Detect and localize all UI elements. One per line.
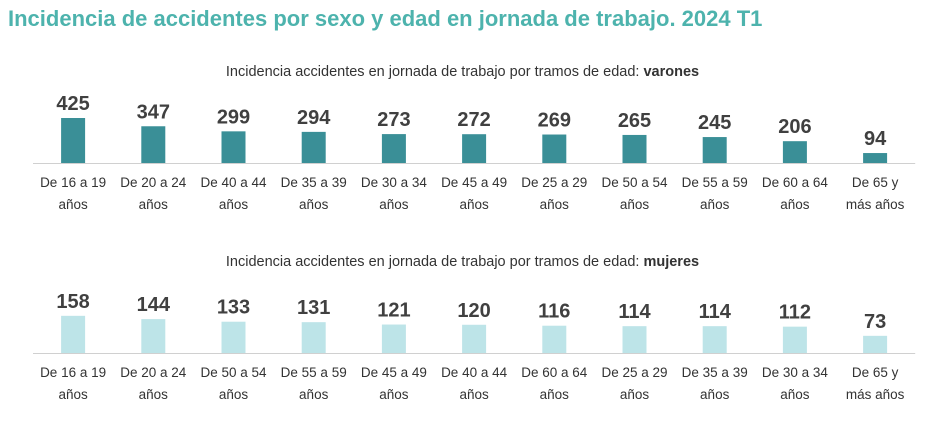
category-label-men-3-line1: años <box>299 197 329 212</box>
category-label-women-0-line1: años <box>58 387 88 402</box>
data-label-men-1: 347 <box>137 101 170 123</box>
category-label-men-9-line1: años <box>780 197 810 212</box>
bar-women-4 <box>381 324 406 353</box>
data-label-women-1: 144 <box>137 294 171 316</box>
data-label-women-4: 121 <box>377 300 410 322</box>
chart-title-women-bold: mujeres <box>643 254 700 270</box>
bar-women-1 <box>141 319 166 353</box>
category-label-men-8-line1: años <box>700 197 730 212</box>
bar-chart-men: 425 De 16 a 19 años 347 De 20 a 24 años 299 De … <box>33 93 916 212</box>
category-label-women-3-line0: De 55 a 59 <box>281 365 347 380</box>
category-label-men-1-line0: De 20 a 24 <box>120 175 187 190</box>
category-label-men-0-line1: años <box>58 197 88 212</box>
category-label-women-10-line0: De 65 y <box>852 365 899 380</box>
bar-men-4 <box>381 134 406 163</box>
data-label-men-6: 269 <box>538 110 571 132</box>
category-label-women-8-line0: De 35 a 39 <box>682 365 748 380</box>
category-label-men-0-line0: De 16 a 19 <box>40 175 106 190</box>
bar-chart-women: 158 De 16 a 19 años 144 De 20 a 24 años 133 De … <box>33 291 916 402</box>
data-label-men-2: 299 <box>217 106 250 128</box>
category-label-men-7-line1: años <box>620 197 650 212</box>
data-label-men-9: 206 <box>778 116 811 138</box>
category-label-men-9-line0: De 60 a 64 <box>762 175 829 190</box>
category-label-women-7-line0: De 25 a 29 <box>601 365 667 380</box>
data-label-men-4: 273 <box>377 109 410 131</box>
bar-men-5 <box>462 134 487 163</box>
data-label-women-7: 114 <box>618 301 651 323</box>
bar-women-7 <box>622 326 647 353</box>
bar-men-6 <box>542 134 567 163</box>
bar-women-0 <box>61 315 86 353</box>
category-label-women-1-line1: años <box>139 387 169 402</box>
category-label-women-4-line1: años <box>379 387 409 402</box>
page-title: Incidencia de accidentes por sexo y edad… <box>8 6 763 31</box>
bar-men-10 <box>863 153 888 163</box>
chart-title-men-prefix: Incidencia accidentes en jornada de trab… <box>225 64 644 80</box>
category-label-men-3-line0: De 35 a 39 <box>281 175 347 190</box>
data-label-women-2: 133 <box>217 297 250 319</box>
bar-women-9 <box>782 326 807 353</box>
data-label-women-0: 158 <box>56 291 89 313</box>
data-label-men-7: 265 <box>618 110 651 132</box>
bar-women-6 <box>542 325 567 353</box>
data-label-women-10: 73 <box>864 311 886 333</box>
category-label-men-1-line1: años <box>139 197 169 212</box>
category-label-women-4-line0: De 45 a 49 <box>361 365 427 380</box>
category-label-men-5-line0: De 45 a 49 <box>441 175 507 190</box>
category-label-women-0-line0: De 16 a 19 <box>40 365 106 380</box>
category-label-men-10-line1: más años <box>846 197 905 212</box>
bar-men-7 <box>622 134 647 163</box>
category-label-women-10-line1: más años <box>846 387 905 402</box>
category-label-men-4-line1: años <box>379 197 409 212</box>
category-label-women-5-line0: De 40 a 44 <box>441 365 508 380</box>
data-label-women-5: 120 <box>457 300 490 322</box>
data-label-men-5: 272 <box>457 109 490 131</box>
category-label-men-6-line1: años <box>540 197 570 212</box>
data-label-women-6: 116 <box>538 301 570 323</box>
category-label-women-9-line0: De 30 a 34 <box>762 365 829 380</box>
chart-title-men: Incidencia accidentes en jornada de trab… <box>0 64 925 80</box>
bar-men-9 <box>782 141 807 163</box>
category-label-men-4-line0: De 30 a 34 <box>361 175 428 190</box>
category-label-women-8-line1: años <box>700 387 730 402</box>
data-label-men-3: 294 <box>297 107 331 129</box>
bar-men-0 <box>61 118 86 163</box>
bar-women-2 <box>221 321 246 353</box>
bar-women-3 <box>301 322 326 353</box>
data-label-women-9: 112 <box>779 302 811 324</box>
data-label-men-0: 425 <box>56 93 89 115</box>
bar-women-10 <box>863 335 888 353</box>
chart-panel-men: Incidencia accidentes en jornada de trab… <box>0 58 925 228</box>
category-label-men-10-line0: De 65 y <box>852 175 899 190</box>
data-label-women-8: 114 <box>699 301 732 323</box>
category-label-women-6-line1: años <box>540 387 570 402</box>
category-label-women-2-line1: años <box>219 387 249 402</box>
category-label-men-7-line0: De 50 a 54 <box>601 175 668 190</box>
category-label-men-2-line0: De 40 a 44 <box>200 175 267 190</box>
category-label-men-2-line1: años <box>219 197 249 212</box>
data-label-men-10: 94 <box>864 128 887 150</box>
chart-title-women-prefix: Incidencia accidentes en jornada de trab… <box>225 254 644 270</box>
category-label-men-8-line0: De 55 a 59 <box>682 175 748 190</box>
category-label-women-6-line0: De 60 a 64 <box>521 365 588 380</box>
bar-men-2 <box>221 131 246 163</box>
bar-men-1 <box>141 126 166 163</box>
bar-men-3 <box>301 131 326 163</box>
bar-men-8 <box>702 137 727 163</box>
data-label-women-3: 131 <box>297 297 330 319</box>
bar-women-5 <box>462 324 487 353</box>
category-label-women-7-line1: años <box>620 387 650 402</box>
category-label-women-5-line1: años <box>459 387 489 402</box>
chart-panel-women: Incidencia accidentes en jornada de trab… <box>0 248 925 418</box>
category-label-women-1-line0: De 20 a 24 <box>120 365 187 380</box>
category-label-women-9-line1: años <box>780 387 810 402</box>
data-label-men-8: 245 <box>698 112 731 134</box>
bar-women-8 <box>702 326 727 353</box>
chart-title-men-bold: varones <box>643 64 700 80</box>
chart-title-women: Incidencia accidentes en jornada de trab… <box>0 254 925 270</box>
category-label-women-3-line1: años <box>299 387 329 402</box>
category-label-women-2-line0: De 50 a 54 <box>200 365 267 380</box>
category-label-men-5-line1: años <box>459 197 489 212</box>
category-label-men-6-line0: De 25 a 29 <box>521 175 587 190</box>
